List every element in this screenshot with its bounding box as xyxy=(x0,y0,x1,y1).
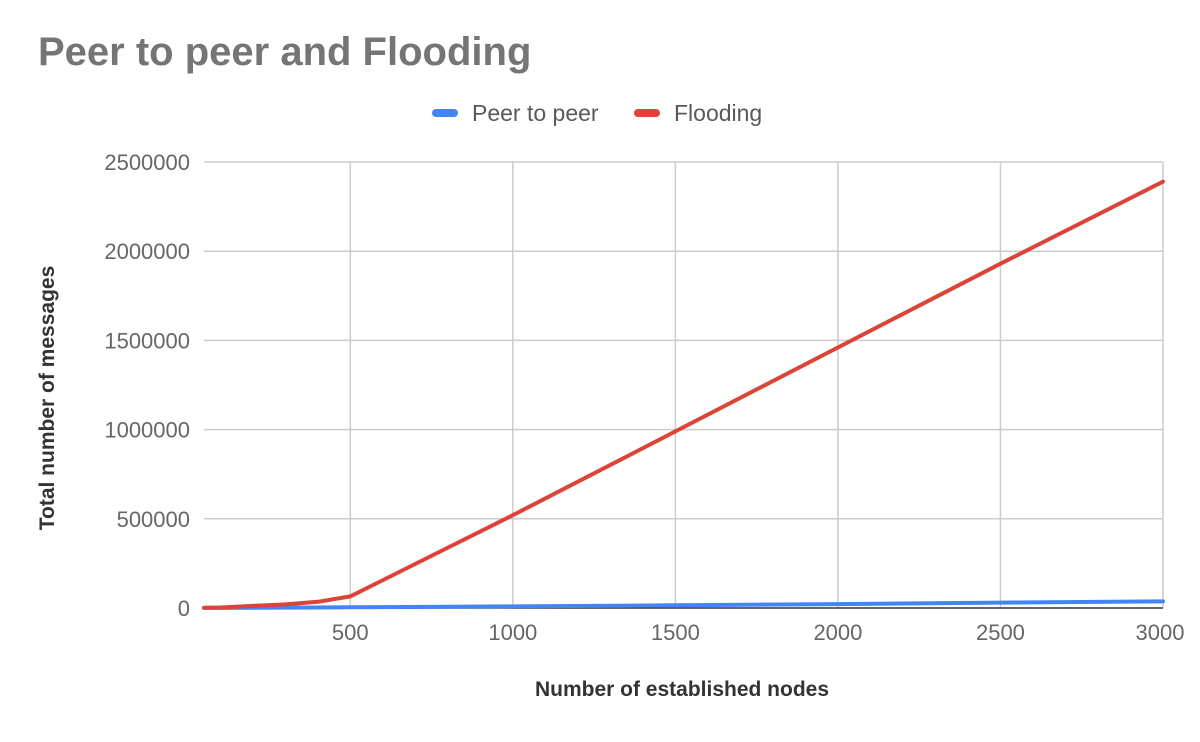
legend-swatch-peer-to-peer xyxy=(432,109,458,117)
grid-lines xyxy=(204,161,1164,608)
x-tick-label: 500 xyxy=(332,620,369,645)
y-tick-label: 0 xyxy=(178,596,190,621)
legend-label-flooding: Flooding xyxy=(674,99,763,126)
x-axis-title: Number of established nodes xyxy=(534,678,830,701)
y-tick-label: 1500000 xyxy=(104,328,190,353)
y-tick-label: 2500000 xyxy=(104,150,190,175)
legend-item-peer-to-peer[interactable]: Peer to peer xyxy=(432,98,599,128)
x-tick-label: 1500 xyxy=(651,620,700,645)
x-tick-label: 3000 xyxy=(1136,620,1185,645)
legend-item-flooding[interactable]: Flooding xyxy=(634,98,762,128)
x-tick-labels: 500 1000 1500 2000 2500 3000 xyxy=(332,620,1185,645)
y-tick-label: 2000000 xyxy=(104,239,190,264)
series-line-peer-to-peer xyxy=(202,599,1165,610)
y-tick-labels: 0 500000 1000000 1500000 2000000 2500000 xyxy=(104,150,190,621)
y-tick-label: 500000 xyxy=(117,507,190,532)
legend: Peer to peer Flooding xyxy=(0,98,1200,128)
chart-title: Peer to peer and Flooding xyxy=(38,30,532,74)
x-tick-label: 1000 xyxy=(488,620,537,645)
series-lines xyxy=(202,179,1165,610)
series-line-flooding xyxy=(202,179,1165,610)
legend-label-peer-to-peer: Peer to peer xyxy=(472,99,599,126)
x-tick-label: 2500 xyxy=(976,620,1025,645)
x-tick-label: 2000 xyxy=(813,620,862,645)
legend-swatch-flooding xyxy=(634,109,660,117)
y-tick-label: 1000000 xyxy=(104,418,190,443)
